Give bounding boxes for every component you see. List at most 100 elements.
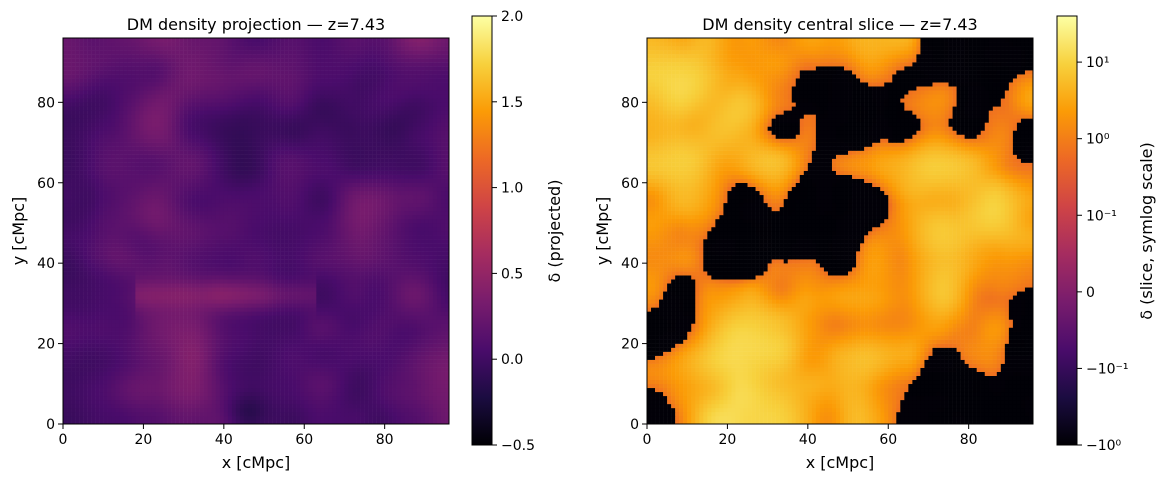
density-cell bbox=[195, 403, 200, 409]
density-cell bbox=[95, 379, 100, 385]
density-cell bbox=[75, 218, 80, 224]
density-cell bbox=[159, 239, 164, 244]
density-cell bbox=[207, 275, 213, 280]
density-cell bbox=[183, 226, 188, 232]
density-cell bbox=[199, 226, 204, 232]
density-cell bbox=[95, 267, 100, 272]
density-cell bbox=[372, 399, 377, 405]
density-cell bbox=[260, 291, 265, 296]
density-cell bbox=[376, 399, 381, 405]
density-cell bbox=[420, 419, 426, 425]
density-cell bbox=[368, 218, 373, 224]
density-cell bbox=[227, 267, 233, 272]
density-cell bbox=[404, 327, 410, 332]
density-cell bbox=[163, 295, 168, 300]
density-cell bbox=[408, 222, 414, 228]
density-cell bbox=[316, 235, 321, 240]
density-cell bbox=[95, 371, 100, 376]
density-cell bbox=[95, 231, 100, 236]
density-cell bbox=[408, 331, 414, 336]
density-cell bbox=[368, 303, 373, 308]
density-cell bbox=[360, 335, 365, 340]
density-cell bbox=[79, 218, 84, 224]
density-cell bbox=[380, 331, 385, 336]
density-cell bbox=[420, 239, 426, 244]
density-cell bbox=[199, 287, 204, 292]
density-cell bbox=[424, 375, 430, 381]
density-cell bbox=[195, 411, 200, 417]
density-cell bbox=[107, 415, 112, 421]
density-cell bbox=[324, 391, 329, 397]
density-cell bbox=[243, 311, 249, 316]
density-cell bbox=[436, 235, 442, 240]
density-cell bbox=[99, 315, 104, 320]
density-cell bbox=[179, 407, 184, 413]
density-cell bbox=[167, 259, 172, 264]
density-cell bbox=[380, 411, 385, 417]
density-cell bbox=[356, 403, 361, 409]
density-cell bbox=[404, 419, 410, 425]
density-cell bbox=[340, 222, 345, 228]
density-cell bbox=[83, 331, 88, 336]
density-cell bbox=[324, 399, 329, 405]
density-cell bbox=[175, 263, 180, 268]
density-cell bbox=[211, 267, 217, 272]
density-cell bbox=[87, 263, 92, 268]
density-cell bbox=[187, 371, 192, 376]
density-cell bbox=[384, 218, 389, 224]
density-cell bbox=[364, 267, 369, 272]
density-cell bbox=[356, 419, 361, 425]
density-cell bbox=[356, 331, 361, 336]
density-cell bbox=[380, 235, 385, 240]
density-cell bbox=[328, 279, 333, 284]
density-cell bbox=[103, 355, 108, 360]
density-cell bbox=[256, 403, 261, 409]
density-cell bbox=[219, 419, 225, 425]
density-cell bbox=[340, 299, 345, 304]
density-cell bbox=[187, 231, 192, 236]
density-cell bbox=[199, 343, 204, 348]
density-cell bbox=[336, 331, 341, 336]
density-cell bbox=[179, 283, 184, 288]
density-cell bbox=[159, 275, 164, 280]
density-cell bbox=[147, 311, 152, 316]
density-cell bbox=[67, 315, 72, 320]
density-cell bbox=[272, 279, 277, 284]
density-cell bbox=[223, 287, 229, 292]
density-cell bbox=[63, 415, 68, 421]
density-cell bbox=[83, 391, 88, 397]
density-cell bbox=[372, 291, 377, 296]
density-cell bbox=[344, 371, 349, 376]
density-cell bbox=[408, 399, 414, 405]
density-cell bbox=[264, 263, 269, 268]
density-cell bbox=[247, 303, 253, 308]
density-cell bbox=[71, 319, 76, 324]
density-cell bbox=[203, 375, 208, 381]
density-cell bbox=[356, 235, 361, 240]
density-cell bbox=[320, 331, 325, 336]
density-cell bbox=[440, 231, 446, 236]
density-cell bbox=[191, 319, 196, 324]
density-cell bbox=[103, 415, 108, 421]
density-cell bbox=[288, 214, 293, 220]
density-cell bbox=[436, 247, 442, 252]
density-cell bbox=[99, 355, 104, 360]
density-cell bbox=[432, 299, 438, 304]
density-cell bbox=[95, 287, 100, 292]
density-cell bbox=[276, 267, 281, 272]
density-cell bbox=[320, 243, 325, 248]
density-cell bbox=[79, 331, 84, 336]
density-cell bbox=[211, 283, 217, 288]
density-cell bbox=[292, 291, 297, 296]
density-cell bbox=[320, 419, 325, 425]
density-cell bbox=[139, 367, 144, 372]
density-cell bbox=[247, 375, 253, 381]
density-cell bbox=[107, 251, 112, 256]
density-cell bbox=[436, 327, 442, 332]
density-cell bbox=[360, 247, 365, 252]
density-cell bbox=[284, 415, 289, 421]
density-cell bbox=[135, 255, 140, 260]
density-cell bbox=[183, 411, 188, 417]
density-cell bbox=[408, 226, 414, 232]
density-cell bbox=[71, 275, 76, 280]
